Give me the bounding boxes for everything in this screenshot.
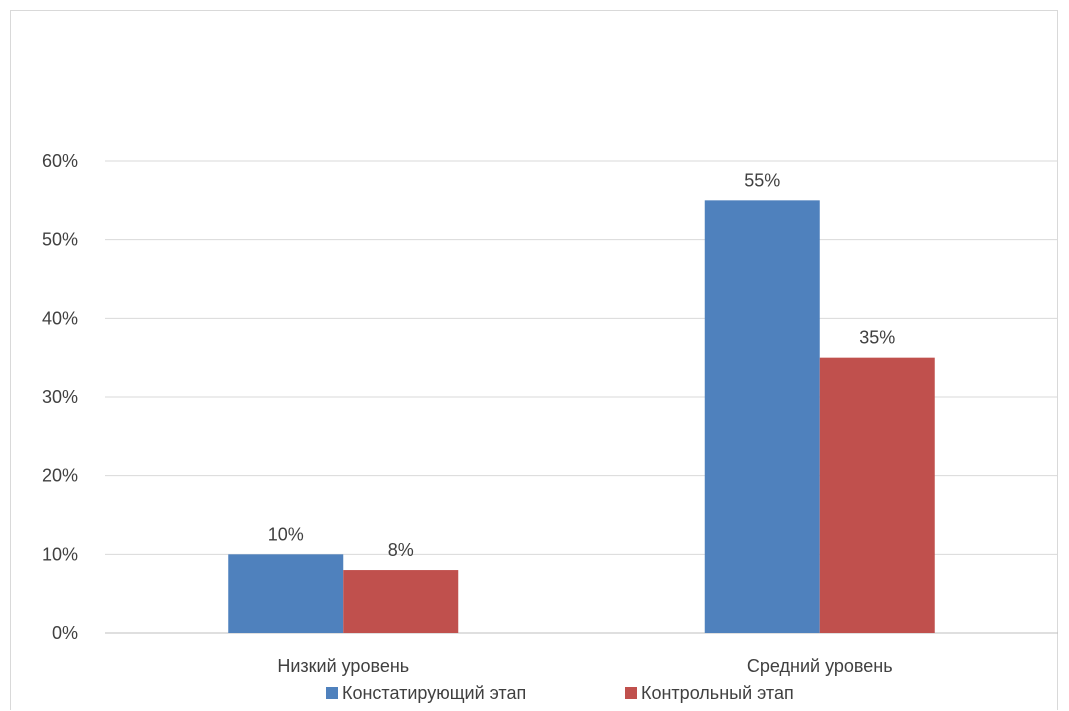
y-tick-label: 40% <box>42 308 78 328</box>
y-tick-label: 10% <box>42 544 78 564</box>
data-label: 8% <box>388 540 414 560</box>
category-label: Низкий уровень <box>277 656 409 676</box>
legend-swatch <box>326 687 338 699</box>
y-tick-label: 30% <box>42 387 78 407</box>
y-tick-label: 60% <box>42 151 78 171</box>
legend-label: Констатирующий этап <box>342 683 526 703</box>
bars <box>228 200 935 634</box>
category-label: Средний уровень <box>747 656 893 676</box>
bar <box>228 554 344 633</box>
data-labels: 10% 8% 55% 35% <box>268 170 896 560</box>
data-label: 10% <box>268 524 304 544</box>
data-label: 55% <box>744 170 780 190</box>
bar <box>819 357 935 633</box>
legend-swatch <box>625 687 637 699</box>
bar <box>704 200 820 634</box>
y-tick-label: 20% <box>42 466 78 486</box>
y-tick-label: 50% <box>42 230 78 250</box>
bar <box>343 570 459 633</box>
legend: Констатирующий этап Контрольный этап <box>326 683 794 703</box>
data-label: 35% <box>859 328 895 348</box>
y-tick-label: 0% <box>52 623 78 643</box>
chart-frame <box>10 10 1058 710</box>
x-axis-category-labels: Низкий уровень Средний уровень <box>277 656 892 676</box>
y-axis-tick-labels: 0% 10% 20% 30% 40% 50% 60% <box>42 151 78 643</box>
legend-label: Контрольный этап <box>641 683 794 703</box>
